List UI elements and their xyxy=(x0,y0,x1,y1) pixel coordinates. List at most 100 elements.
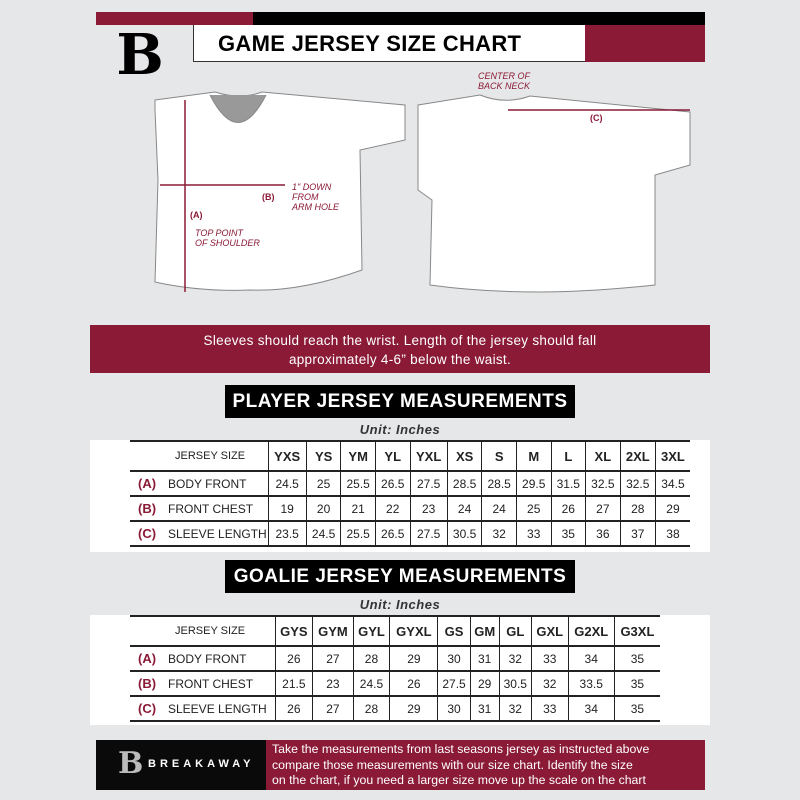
measurement-cell: 25 xyxy=(305,471,341,497)
measurement-cell: 32 xyxy=(498,646,532,672)
label-a-note: TOP POINT OF SHOULDER xyxy=(195,228,260,248)
measurement-cell: 25.5 xyxy=(340,471,376,497)
row-label: (B) FRONT CHEST xyxy=(130,496,268,522)
measurement-cell: 31.5 xyxy=(550,471,586,497)
size-header: YM xyxy=(340,441,376,472)
measurement-cell: 29.5 xyxy=(515,471,552,497)
measurement-cell: 24.5 xyxy=(305,521,341,547)
measurement-cell: 23 xyxy=(409,496,448,522)
size-header: YS xyxy=(305,441,341,472)
measure-name: BODY FRONT xyxy=(168,477,247,491)
row-label: (A) BODY FRONT xyxy=(130,646,275,672)
size-header: YL xyxy=(374,441,411,472)
page-title: GAME JERSEY SIZE CHART xyxy=(193,25,585,62)
label-c-note: CENTER OF BACK NECK xyxy=(478,71,531,91)
measurement-cell: 25 xyxy=(515,496,552,522)
measurement-cell: 30 xyxy=(437,646,471,672)
measure-name: FRONT CHEST xyxy=(168,502,254,516)
player-section-title: PLAYER JERSEY MEASUREMENTS xyxy=(225,385,575,418)
goalie-section-title: GOALIE JERSEY MEASUREMENTS xyxy=(225,560,575,593)
jersey-diagram xyxy=(154,91,691,293)
top-bar-maroon xyxy=(96,12,253,25)
breakaway-logo: B xyxy=(116,22,164,88)
measurement-cell: 32.5 xyxy=(585,471,621,497)
measurement-cell: 27.5 xyxy=(409,471,448,497)
goalie-unit: Unit: Inches xyxy=(359,597,441,612)
measurement-cell: 29 xyxy=(389,646,438,672)
measurement-cell: 35 xyxy=(550,521,586,547)
player-size-table: JERSEY SIZE YXS YS YM YL YXL XS S M L XL 2XL 3XL (A) B… xyxy=(130,440,690,547)
size-header: YXL xyxy=(409,441,448,472)
measurement-cell: 28 xyxy=(619,496,656,522)
row-label: (B) FRONT CHEST xyxy=(130,671,275,697)
measure-tag: (C) xyxy=(138,526,157,541)
measure-tag: (A) xyxy=(138,476,157,491)
measurement-cell: 33 xyxy=(530,646,569,672)
row-label: (A) BODY FRONT xyxy=(130,471,268,497)
measure-tag: (A) xyxy=(138,651,157,666)
jersey-size-label: JERSEY SIZE xyxy=(130,441,268,472)
front-jersey xyxy=(154,91,406,291)
table-row: (C) SLEEVE LENGTH 26 27 28 29 30 31 32 33 34 35 xyxy=(130,696,660,722)
measurement-cell: 26 xyxy=(389,671,438,697)
measurement-cell: 23 xyxy=(312,671,354,697)
measurement-cell: 25.5 xyxy=(340,521,376,547)
size-header: GYS xyxy=(274,616,313,647)
measurement-cell: 28.5 xyxy=(481,471,517,497)
size-header: GYXL xyxy=(389,616,438,647)
measurement-cell: 28.5 xyxy=(446,471,482,497)
footer-instructions: Take the measurements from last seasons … xyxy=(266,740,705,790)
measurement-cell: 27 xyxy=(312,646,354,672)
size-header-row: JERSEY SIZE YXS YS YM YL YXL XS S M L XL 2XL 3XL xyxy=(130,441,690,472)
measurement-cell: 31 xyxy=(469,696,500,722)
table-row: (B) FRONT CHEST 21.5 23 24.5 26 27.5 29 30.5 32 33… xyxy=(130,671,660,697)
measurement-cell: 21.5 xyxy=(274,671,313,697)
measurement-cell: 35 xyxy=(613,671,660,697)
size-header: GYM xyxy=(312,616,354,647)
measurement-cell: 21 xyxy=(340,496,376,522)
measurement-cell: 22 xyxy=(374,496,411,522)
measure-name: FRONT CHEST xyxy=(168,677,254,691)
footer-brand: B BREAKAWAY xyxy=(96,740,266,790)
measure-tag: (B) xyxy=(138,676,157,691)
jersey-size-label: JERSEY SIZE xyxy=(130,616,275,647)
measurement-cell: 37 xyxy=(619,521,656,547)
measurement-cell: 32 xyxy=(481,521,517,547)
measurement-cell: 29 xyxy=(389,696,438,722)
table-row: (A) BODY FRONT 24.5 25 25.5 26.5 27.5 28.5 28.5 2… xyxy=(130,471,690,497)
measurement-cell: 26 xyxy=(550,496,586,522)
measurement-cell: 38 xyxy=(654,521,690,547)
measurement-cell: 33.5 xyxy=(567,671,615,697)
size-header: XL xyxy=(585,441,621,472)
measurement-cell: 30 xyxy=(437,696,471,722)
measurement-cell: 34.5 xyxy=(654,471,690,497)
brand-name: BREAKAWAY xyxy=(148,758,255,770)
instruction-banner: Sleeves should reach the wrist. Length o… xyxy=(90,325,710,373)
table-row: (C) SLEEVE LENGTH 23.5 24.5 25.5 26.5 27.5 30.5… xyxy=(130,521,690,547)
measure-tag: (B) xyxy=(138,501,157,516)
measurement-cell: 26.5 xyxy=(374,471,411,497)
measurement-cell: 30.5 xyxy=(498,671,532,697)
size-header: GM xyxy=(469,616,500,647)
measurement-cell: 34 xyxy=(567,696,615,722)
label-a: (A) xyxy=(190,210,203,220)
measurement-cell: 24.5 xyxy=(352,671,390,697)
measurement-cell: 24 xyxy=(481,496,517,522)
measurement-cell: 27.5 xyxy=(437,671,471,697)
measurement-cell: 19 xyxy=(267,496,307,522)
player-unit: Unit: Inches xyxy=(359,422,441,437)
table-row: (B) FRONT CHEST 19 20 21 22 23 24 24 25 26 27 28 29 xyxy=(130,496,690,522)
measurement-cell: 20 xyxy=(305,496,341,522)
row-label: (C) SLEEVE LENGTH xyxy=(130,521,268,547)
size-header: G3XL xyxy=(613,616,660,647)
size-header: GS xyxy=(437,616,471,647)
label-b-note: 1" DOWN FROM ARM HOLE xyxy=(292,182,340,212)
measurement-cell: 36 xyxy=(585,521,621,547)
goalie-size-table: JERSEY SIZE GYS GYM GYL GYXL GS GM GL GXL G2XL G3X… xyxy=(130,615,660,722)
measurement-cell: 27 xyxy=(312,696,354,722)
size-header: G2XL xyxy=(567,616,615,647)
size-header: L xyxy=(550,441,586,472)
measurement-cell: 33 xyxy=(530,696,569,722)
size-header: 3XL xyxy=(654,441,690,472)
measurement-cell: 23.5 xyxy=(267,521,307,547)
